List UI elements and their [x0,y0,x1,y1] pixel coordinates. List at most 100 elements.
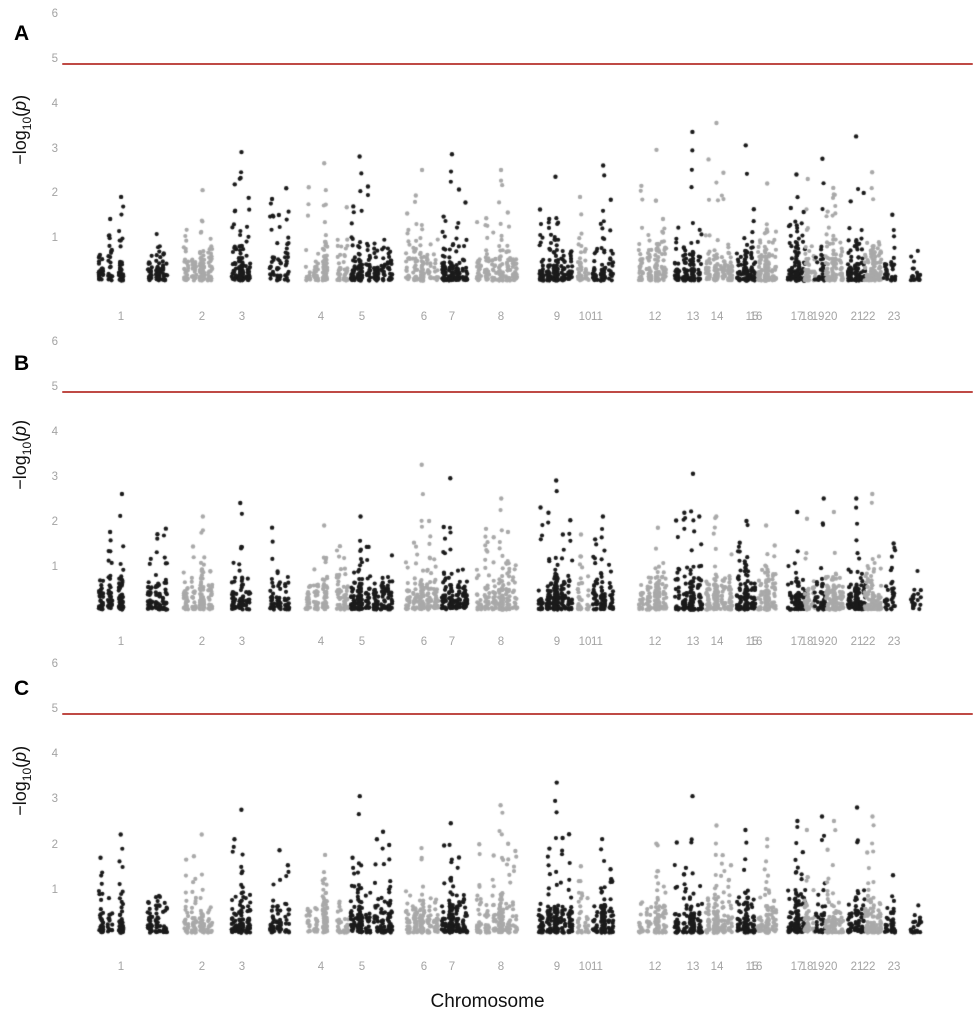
y-tick-label: 2 [51,839,58,851]
ylabel-open-paren: ( [10,110,31,117]
ylabel-neglog: −log [10,781,31,816]
x-tick-label-chr11: 11 [591,636,603,648]
x-tick-label-chr4: 4 [317,311,325,323]
panel-label-b: B [14,352,30,375]
x-tick-label-chr18: 18 [800,636,814,648]
x-tick-label-chr21: 21 [850,311,864,323]
y-tick-label: 2 [51,516,58,528]
y-axis-label-c: −log10(p) [10,695,34,867]
x-tick-label-chr16: 16 [749,961,763,973]
x-tick-label-chr12: 12 [648,636,662,648]
ylabel-subscript: 10 [19,441,34,456]
x-tick-label-chr5: 5 [358,636,366,648]
x-tick-label-chr2: 2 [198,311,206,323]
x-tick-label-chr6: 6 [420,961,428,973]
ylabel-close-paren: ) [10,419,31,426]
ylabel-subscript: 10 [19,767,34,782]
y-axis-label-b: −log10(p) [10,369,34,541]
x-tick-label-chr20: 20 [824,636,838,648]
x-tick-label-chr16: 16 [749,311,763,323]
y-axis-label-a: −log10(p) [10,44,34,216]
y-tick-label: 5 [51,53,58,65]
x-tick-label-chr8: 8 [497,311,505,323]
ylabel-neglog: −log [10,455,31,490]
x-tick-label-chr21: 21 [850,636,864,648]
ylabel-close-paren: ) [10,94,31,101]
y-tick-label: 4 [51,98,58,110]
x-tick-label-chr6: 6 [420,311,428,323]
ylabel-p: p [10,751,31,762]
x-tick-label-chr2: 2 [198,636,206,648]
x-tick-label-chr14: 14 [710,961,724,973]
x-tick-label-chr1: 1 [117,636,125,648]
x-tick-label-chr8: 8 [497,961,505,973]
x-tick-label-chr7: 7 [448,961,456,973]
x-tick-label-chr11: 11 [591,961,603,973]
x-tick-label-chr22: 22 [862,636,876,648]
x-tick-label-chr2: 2 [198,961,206,973]
y-tick-label: 1 [51,884,58,896]
x-tick-label-chr5: 5 [358,311,366,323]
x-tick-label-chr4: 4 [317,961,325,973]
x-tick-label-chr5: 5 [358,961,366,973]
x-tick-label-chr23: 23 [887,961,901,973]
x-tick-label-chr7: 7 [448,636,456,648]
x-tick-label-chr17: 17 [790,311,804,323]
x-tick-label-chr3: 3 [238,636,246,648]
y-tick-label: 2 [51,187,58,199]
x-tick-label-chr14: 14 [710,636,724,648]
x-axis-title: Chromosome [430,991,545,1012]
x-tick-label-chr13: 13 [686,636,700,648]
x-tick-label-chr19: 19 [811,311,825,323]
y-tick-label: 5 [51,381,58,393]
panel-label-c: C [14,677,30,700]
ylabel-open-paren: ( [10,435,31,442]
x-tick-label-chr20: 20 [824,961,838,973]
x-tick-label-chr22: 22 [862,961,876,973]
x-tick-label-chr18: 18 [800,961,814,973]
x-tick-label-chr6: 6 [420,636,428,648]
y-tick-label: 4 [51,426,58,438]
ylabel-subscript: 10 [19,116,34,131]
x-tick-label-chr4: 4 [317,636,325,648]
x-tick-label-chr10: 10 [578,636,592,648]
x-tick-label-chr23: 23 [887,636,901,648]
x-tick-label-chr12: 12 [648,961,662,973]
y-tick-label: 3 [51,143,58,155]
x-tick-label-chr18: 18 [800,311,814,323]
ylabel-open-paren: ( [10,761,31,768]
y-tick-label: 6 [51,336,58,348]
x-tick-label-chr22: 22 [862,311,876,323]
x-tick-label-chr15: 15 [745,961,759,973]
ylabel-p: p [10,425,31,436]
x-tick-label-chr9: 9 [553,636,561,648]
x-tick-label-chr23: 23 [887,311,901,323]
x-tick-label-chr21: 21 [850,961,864,973]
significance-threshold-line-a [62,63,973,65]
y-tick-label: 3 [51,471,58,483]
x-tick-label-chr8: 8 [497,636,505,648]
x-tick-label-chr15: 15 [745,636,759,648]
ylabel-p: p [10,100,31,111]
x-tick-label-chr9: 9 [553,961,561,973]
x-tick-label-chr13: 13 [686,311,700,323]
x-tick-label-chr3: 3 [238,311,246,323]
x-tick-label-chr13: 13 [686,961,700,973]
x-tick-label-chr19: 19 [811,636,825,648]
x-tick-label-chr1: 1 [117,311,125,323]
x-tick-label-chr9: 9 [553,311,561,323]
ylabel-neglog: −log [10,130,31,165]
x-tick-label-chr16: 16 [749,636,763,648]
x-tick-label-chr17: 17 [790,961,804,973]
x-tick-label-chr11: 11 [591,311,603,323]
x-tick-label-chr7: 7 [448,311,456,323]
x-tick-label-chr15: 15 [745,311,759,323]
y-tick-label: 1 [51,232,58,244]
x-tick-label-chr17: 17 [790,636,804,648]
x-tick-label-chr1: 1 [117,961,125,973]
x-tick-label-chr12: 12 [648,311,662,323]
y-tick-label: 1 [51,561,58,573]
ylabel-close-paren: ) [10,745,31,752]
